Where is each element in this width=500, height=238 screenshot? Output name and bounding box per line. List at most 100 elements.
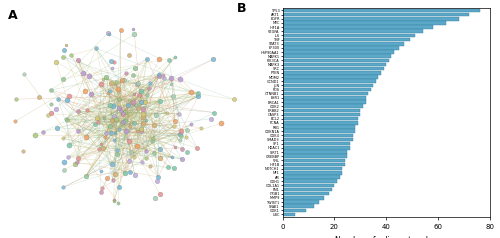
Point	[44, 113, 52, 117]
Point	[58, 77, 66, 81]
Point	[54, 97, 62, 101]
Point	[207, 117, 215, 121]
Point	[121, 110, 129, 114]
Point	[143, 57, 151, 61]
Point	[107, 131, 115, 135]
Point	[168, 94, 176, 98]
Point	[59, 55, 67, 59]
Point	[140, 115, 147, 119]
Point	[178, 157, 186, 161]
Point	[110, 139, 118, 142]
Point	[112, 131, 120, 135]
Point	[94, 120, 102, 124]
Point	[110, 60, 118, 64]
Point	[156, 99, 164, 103]
Point	[108, 119, 116, 123]
Point	[114, 97, 122, 101]
Point	[118, 78, 126, 82]
Bar	[282, 163, 345, 166]
Point	[154, 175, 162, 179]
Point	[210, 111, 218, 114]
Point	[121, 171, 129, 175]
Point	[113, 152, 121, 156]
Point	[156, 156, 164, 160]
Point	[127, 150, 135, 154]
Point	[122, 71, 130, 75]
Point	[108, 162, 116, 166]
Point	[176, 138, 184, 142]
Bar	[282, 50, 394, 54]
Point	[170, 119, 178, 123]
Point	[118, 120, 126, 124]
Point	[124, 103, 132, 107]
Point	[114, 201, 122, 205]
Bar	[282, 121, 358, 125]
Point	[82, 174, 90, 178]
Bar	[282, 13, 469, 16]
Bar	[282, 46, 399, 50]
Point	[66, 94, 74, 98]
Point	[156, 72, 164, 75]
Point	[140, 112, 147, 116]
Bar	[282, 109, 360, 112]
Point	[139, 107, 147, 111]
Point	[97, 169, 105, 173]
Point	[73, 160, 81, 164]
Point	[134, 81, 141, 85]
Point	[143, 94, 151, 97]
Point	[115, 106, 123, 110]
Point	[118, 121, 126, 125]
Point	[131, 66, 139, 70]
Point	[155, 74, 163, 78]
Bar	[282, 21, 446, 25]
Point	[119, 112, 127, 116]
Bar	[282, 38, 410, 41]
Point	[187, 122, 195, 126]
Point	[120, 119, 128, 123]
Point	[74, 156, 82, 160]
Point	[97, 190, 105, 193]
Bar	[282, 208, 306, 212]
Point	[176, 77, 184, 81]
Point	[134, 82, 141, 86]
Point	[92, 46, 100, 50]
Point	[112, 117, 120, 121]
Point	[138, 129, 145, 133]
Point	[108, 118, 116, 122]
Point	[62, 117, 70, 120]
Point	[217, 121, 225, 125]
Point	[63, 98, 71, 102]
Point	[100, 135, 108, 139]
Point	[194, 91, 202, 94]
Point	[74, 109, 82, 113]
Point	[176, 132, 184, 136]
Point	[130, 155, 138, 159]
Point	[72, 162, 80, 165]
Bar	[282, 25, 433, 29]
Point	[196, 126, 204, 129]
X-axis label: Number of adjacent nodes: Number of adjacent nodes	[336, 236, 437, 238]
Point	[74, 58, 82, 61]
Point	[96, 147, 104, 151]
Bar	[282, 200, 319, 204]
Point	[68, 53, 76, 57]
Point	[106, 89, 114, 93]
Point	[170, 166, 177, 170]
Point	[108, 66, 116, 70]
Point	[98, 186, 106, 189]
Point	[134, 94, 142, 97]
Point	[111, 172, 119, 176]
Point	[111, 83, 119, 86]
Point	[30, 134, 38, 137]
Bar	[282, 67, 384, 70]
Point	[208, 58, 216, 61]
Bar	[282, 34, 415, 37]
Point	[156, 192, 164, 196]
Bar	[282, 55, 392, 58]
Point	[122, 129, 130, 133]
Point	[177, 129, 185, 133]
Point	[60, 168, 68, 172]
Bar	[282, 117, 358, 120]
Point	[130, 32, 138, 36]
Bar	[282, 175, 340, 179]
